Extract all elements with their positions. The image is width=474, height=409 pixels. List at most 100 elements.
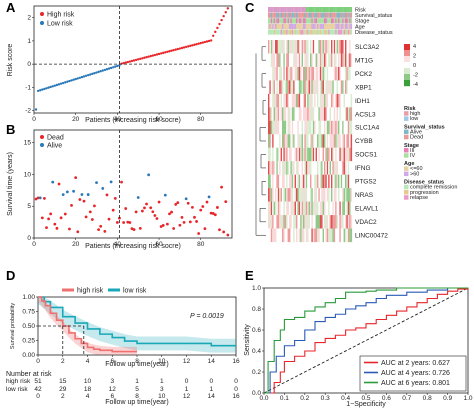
heatmap-cell <box>328 120 330 135</box>
heatmap-cell <box>284 66 287 81</box>
annotation-cell <box>276 7 278 13</box>
heatmap-cell <box>314 201 316 216</box>
heatmap-cell <box>335 161 337 175</box>
survival-point <box>103 229 107 233</box>
risk-point <box>149 54 152 58</box>
heatmap-cell <box>319 120 322 135</box>
heatmap-cell <box>291 188 294 202</box>
legend-item-label: complete remission <box>410 185 457 191</box>
annotation-cell <box>270 23 273 29</box>
annotation-cell <box>314 18 316 24</box>
annotation-cell <box>326 7 329 13</box>
heatmap-cell <box>325 161 327 175</box>
heatmap-cell <box>279 66 281 81</box>
heatmap-cell <box>283 53 285 68</box>
risk-point <box>95 71 98 74</box>
annotation-cell <box>314 23 316 29</box>
heatmap-cell <box>307 80 309 94</box>
risk-point <box>218 22 221 26</box>
heatmap-cell <box>287 215 290 229</box>
heatmap-cell <box>317 93 319 108</box>
color-scale-segment <box>404 50 410 57</box>
survival-point <box>82 199 86 203</box>
heatmap-cell <box>290 53 292 68</box>
heatmap-cell <box>340 161 343 175</box>
heatmap-cell <box>308 134 311 148</box>
heatmap-cell <box>336 161 339 175</box>
annotation-cell <box>279 18 281 24</box>
roc-legend-label: AUC at 2 years: 0.627 <box>381 360 450 367</box>
heatmap-cell <box>343 188 346 202</box>
annotation-cell <box>324 29 326 35</box>
risk-point <box>182 46 186 49</box>
heatmap-cell <box>333 40 336 54</box>
y-tick-label: 0.8 <box>252 306 261 313</box>
annotation-cell <box>328 12 330 18</box>
survival-ylabel: Survival time (years) <box>7 152 14 216</box>
heatmap-cell <box>310 134 312 148</box>
heatmap-cell <box>317 53 319 68</box>
annotation-cell <box>319 23 322 29</box>
survival-point <box>109 180 113 184</box>
heatmap-cell <box>294 53 297 68</box>
heatmap-cell <box>325 120 327 135</box>
heatmap-cell <box>268 53 270 68</box>
heatmap-cell <box>298 174 301 189</box>
heatmap-cell <box>294 120 297 135</box>
heatmap-cell <box>346 107 348 121</box>
heatmap-cell <box>300 147 302 162</box>
heatmap-cell <box>284 134 287 148</box>
heatmap-cell <box>294 161 297 175</box>
heatmap-cell <box>282 107 284 121</box>
heatmap-cell <box>269 174 271 189</box>
heatmap-cell <box>273 228 276 243</box>
annotation-cell <box>321 18 323 24</box>
heatmap-cell <box>311 215 313 229</box>
heatmap-cell <box>350 53 353 68</box>
heatmap-cell <box>319 174 322 189</box>
annotation-cell <box>291 18 294 24</box>
heatmap-cell <box>289 201 291 216</box>
heatmap-cell <box>293 188 295 202</box>
risk-point <box>74 77 77 81</box>
heatmap-cell <box>329 53 332 68</box>
heatmap-cell <box>296 188 298 202</box>
risk-point <box>84 74 88 78</box>
heatmap-cell <box>286 161 288 175</box>
heatmap-cell <box>338 201 340 216</box>
heatmap-cell <box>268 174 270 189</box>
heatmap-cell <box>287 174 290 189</box>
heatmap-cell <box>269 161 271 175</box>
legend-group-title: Survival_status <box>404 124 445 130</box>
color-scale-segment <box>404 68 410 75</box>
annotation-cell <box>283 7 285 13</box>
heatmap-cell <box>325 107 327 121</box>
heatmap-cell <box>335 174 337 189</box>
heatmap-cell <box>308 120 311 135</box>
annotation-cell <box>318 18 320 24</box>
heatmap-cell <box>297 174 299 189</box>
heatmap-cell <box>342 147 344 162</box>
annotation-cell <box>287 18 290 24</box>
annotation-cell <box>333 18 336 24</box>
gene-label: XBP1 <box>355 84 372 91</box>
heatmap-cell <box>324 228 326 243</box>
heatmap-cell <box>287 40 290 54</box>
heatmap-cell <box>286 53 288 68</box>
heatmap-cell <box>277 53 280 68</box>
risk-point <box>170 49 173 52</box>
heatmap-cell <box>338 228 340 243</box>
annotation-cell <box>314 7 316 13</box>
legend-low-risk-marker <box>40 21 44 25</box>
heatmap-cell <box>290 40 292 54</box>
heatmap-cell <box>342 107 344 121</box>
x-tick-label: 1.0 <box>463 395 472 402</box>
risk-point <box>86 73 90 77</box>
heatmap-cell <box>346 134 348 148</box>
annotation-cell <box>297 18 299 24</box>
heatmap-cell <box>340 201 343 216</box>
heatmap-cell <box>280 53 283 68</box>
heatmap-cell <box>277 174 280 189</box>
heatmap-cell <box>277 120 280 135</box>
y-tick-label: 0.00 <box>22 352 35 359</box>
